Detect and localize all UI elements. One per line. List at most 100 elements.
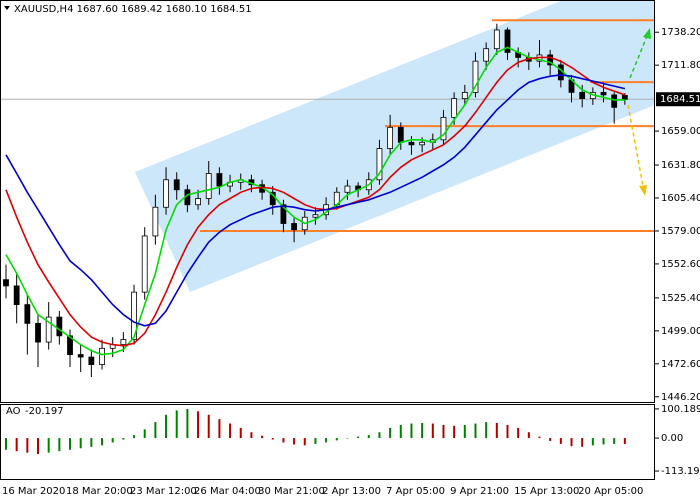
ao-bar [389, 427, 392, 439]
current-price-label: 1684.51 [660, 94, 700, 105]
candle-body [600, 91, 607, 96]
down-arrow [627, 104, 644, 187]
x-tick-label: 23 Mar 12:00 [130, 486, 197, 497]
y-tick-label: 1552.60 [661, 259, 700, 270]
candle-body [397, 126, 404, 143]
ao-bar [591, 438, 594, 446]
candle-body [408, 141, 415, 146]
candle-body [280, 204, 287, 224]
candle-body [472, 60, 479, 93]
y-tick-label: 1711.80 [661, 60, 700, 71]
candle-body [483, 48, 490, 62]
candle-body [621, 94, 628, 100]
candle-body [35, 322, 41, 343]
ao-bar [26, 438, 29, 453]
x-tick-label: 20 Apr 05:00 [578, 486, 643, 497]
ao-bar [101, 438, 104, 446]
ao-bar [378, 432, 381, 439]
candle-body [45, 316, 52, 343]
ao-bar [495, 422, 498, 439]
forecast-arrows [627, 28, 651, 196]
candle-body [504, 29, 511, 53]
ao-frame [0, 404, 655, 480]
candle-body [163, 179, 169, 208]
y-tick-label: 1472.60 [661, 359, 700, 370]
ao-bar [410, 423, 413, 439]
x-tick-label: 26 Mar 04:00 [194, 486, 261, 497]
ao-bar [474, 423, 477, 439]
ao-bar [261, 435, 264, 439]
y-tick-label: 1579.00 [661, 226, 700, 237]
candle-body [216, 173, 223, 187]
trend-channel [135, 0, 655, 292]
moving-average [5, 56, 626, 347]
ao-panel [5, 408, 626, 455]
ao-bar [5, 438, 7, 450]
ao-bar [506, 424, 509, 439]
candle-body [152, 206, 159, 237]
candle-body [13, 285, 20, 306]
ao-bar [346, 438, 349, 439]
ao-bar [271, 438, 274, 440]
y-tick-label: 1738.20 [661, 27, 700, 38]
up-arrow [629, 35, 648, 79]
ao-bar [250, 432, 253, 439]
ao-bar [229, 423, 232, 439]
ao-bar [463, 424, 466, 439]
ao-bar [37, 438, 40, 455]
ao-title: AO [6, 406, 21, 417]
candle-body [419, 141, 426, 146]
ao-bar [538, 436, 541, 439]
ao-bar [69, 438, 72, 450]
candle-body [131, 291, 137, 340]
candle-body [3, 279, 9, 287]
ao-bar [325, 438, 328, 443]
y-tick-label: 1631.80 [661, 160, 700, 171]
ao-bar [442, 424, 445, 439]
ao-bar [570, 438, 573, 447]
ao-bar [421, 422, 424, 439]
x-tick-label: 9 Apr 21:00 [450, 486, 509, 497]
candle-body [24, 304, 31, 324]
ao-bar [559, 438, 562, 444]
ao-bar [79, 438, 82, 449]
ao-bar [335, 438, 338, 441]
y-tick-label: 1525.40 [661, 293, 700, 304]
chart-title: XAUUSD,H4 1687.60 1689.42 1680.10 1684.5… [14, 4, 252, 15]
ao-bar [613, 438, 616, 444]
ao-bar [282, 438, 285, 443]
ao-bar [197, 411, 200, 439]
x-tick-label: 18 Mar 20:00 [66, 486, 133, 497]
moving-average [5, 74, 626, 327]
candle-body [579, 91, 586, 100]
moving-average [5, 46, 625, 356]
candle-body [99, 347, 105, 365]
ao-bar [367, 435, 370, 439]
candle-body [291, 223, 297, 231]
ao-bar [239, 427, 242, 439]
ao-bar [154, 422, 157, 439]
candle-body [56, 316, 63, 337]
ao-bar [47, 438, 50, 453]
ao-bar [122, 438, 125, 440]
ao-bar [527, 432, 530, 439]
candle-body [493, 29, 500, 50]
menu-icon[interactable] [4, 6, 10, 10]
ao-bar [399, 424, 402, 439]
candle-body [451, 98, 458, 118]
ao-bar [581, 438, 584, 447]
up-arrow-head [643, 28, 651, 39]
down-arrow-head [639, 185, 647, 196]
ao-bar [58, 438, 61, 452]
ao-bar [549, 438, 552, 441]
x-tick-label: 2 Apr 13:00 [322, 486, 381, 497]
candle-body [344, 185, 351, 193]
ao-bar [15, 438, 18, 452]
candle-body [376, 148, 383, 181]
ao-bar [90, 438, 93, 447]
ao-bar [165, 414, 168, 439]
y-tick-label: 1659.00 [661, 126, 700, 137]
y-tick-label: 100.189 [661, 404, 700, 415]
